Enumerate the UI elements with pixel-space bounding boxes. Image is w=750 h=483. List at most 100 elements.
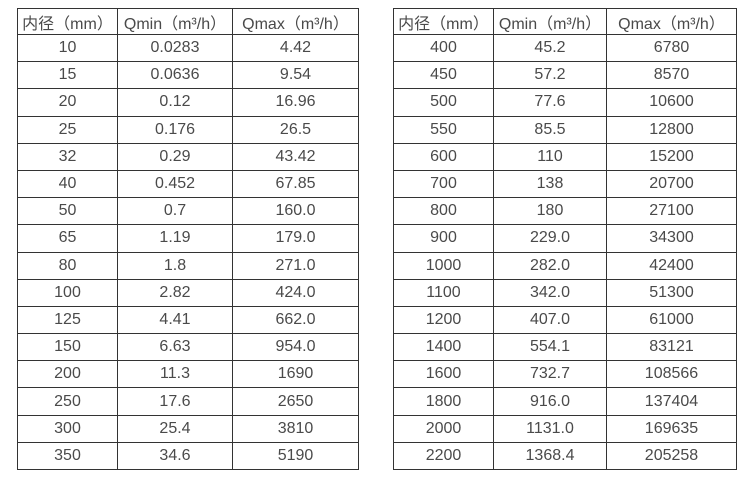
table-cell: 150 [17, 333, 118, 362]
table-cell: 1690 [232, 360, 359, 389]
table-cell: 0.176 [117, 115, 233, 144]
table-cell: 600 [393, 142, 494, 171]
table-cell: 1368.4 [493, 441, 607, 471]
table-cell: 1100 [393, 278, 494, 307]
table-cell: 100 [17, 278, 118, 307]
table-row: 40 0.452 67.85 [17, 169, 359, 199]
table-cell: 179.0 [232, 224, 359, 253]
table-row: 200 11.3 1690 [17, 360, 359, 389]
table-row: 100 2.82 424.0 [17, 278, 359, 307]
flow-range-tables-container: 内径（mm） Qmin（m³/h） Qmax（m³/h） 10 0.0283 4.42 1… [17, 8, 737, 471]
table-cell: 732.7 [493, 360, 607, 389]
table-cell: 400 [393, 33, 494, 63]
table-cell: 85.5 [493, 115, 607, 144]
table-cell: 15 [17, 61, 118, 90]
table-header-row: 内径（mm） Qmin（m³/h） Qmax（m³/h） [393, 8, 737, 35]
table-cell: 25 [17, 115, 118, 144]
table-cell: 83121 [606, 333, 737, 362]
table-row: 2200 1368.4 205258 [393, 441, 737, 471]
table-cell: 40 [17, 169, 118, 199]
table-cell: 16.96 [232, 88, 359, 117]
table-cell: 180 [493, 197, 607, 226]
table-cell: 45.2 [493, 33, 607, 63]
table-cell: 80 [17, 251, 118, 280]
table-cell: 10 [17, 33, 118, 63]
table-row: 150 6.63 954.0 [17, 333, 359, 362]
table-cell: 12800 [606, 115, 737, 144]
table-cell: 138 [493, 169, 607, 199]
table-row: 1200 407.0 61000 [393, 305, 737, 335]
table-cell: 5190 [232, 441, 359, 471]
table-cell: 61000 [606, 305, 737, 335]
table-cell: 42400 [606, 251, 737, 280]
table-row: 1000 282.0 42400 [393, 251, 737, 280]
table-row: 800 180 27100 [393, 197, 737, 226]
table-row: 20 0.12 16.96 [17, 88, 359, 117]
table-row: 900 229.0 34300 [393, 224, 737, 253]
table-cell: 1800 [393, 387, 494, 416]
table-cell: 0.0636 [117, 61, 233, 90]
table-cell: 110 [493, 142, 607, 171]
table-cell: 450 [393, 61, 494, 90]
table-cell: 700 [393, 169, 494, 199]
table-cell: 2650 [232, 387, 359, 416]
table-cell: 6.63 [117, 333, 233, 362]
table-cell: 4.41 [117, 305, 233, 335]
table-cell: 0.29 [117, 142, 233, 171]
table-cell: 1200 [393, 305, 494, 335]
table-row: 80 1.8 271.0 [17, 251, 359, 280]
table-cell: 282.0 [493, 251, 607, 280]
table-cell: 1.19 [117, 224, 233, 253]
column-header: Qmin（m³/h） [117, 8, 233, 35]
table-cell: 1000 [393, 251, 494, 280]
table-row: 25 0.176 26.5 [17, 115, 359, 144]
table-cell: 229.0 [493, 224, 607, 253]
table-cell: 954.0 [232, 333, 359, 362]
table-cell: 32 [17, 142, 118, 171]
table-cell: 2.82 [117, 278, 233, 307]
table-cell: 900 [393, 224, 494, 253]
table-cell: 1400 [393, 333, 494, 362]
table-cell: 34300 [606, 224, 737, 253]
column-header: Qmax（m³/h） [232, 8, 359, 35]
table-cell: 125 [17, 305, 118, 335]
table-cell: 17.6 [117, 387, 233, 416]
table-cell: 9.54 [232, 61, 359, 90]
table-row: 700 138 20700 [393, 169, 737, 199]
table-cell: 500 [393, 88, 494, 117]
table-row: 15 0.0636 9.54 [17, 61, 359, 90]
table-cell: 1131.0 [493, 414, 607, 443]
table-cell: 27100 [606, 197, 737, 226]
column-header: 内径（mm） [393, 8, 494, 35]
column-header: 内径（mm） [17, 8, 118, 35]
flow-range-table-small-diameters: 内径（mm） Qmin（m³/h） Qmax（m³/h） 10 0.0283 4.42 1… [17, 8, 359, 471]
table-row: 550 85.5 12800 [393, 115, 737, 144]
table-cell: 8570 [606, 61, 737, 90]
table-cell: 26.5 [232, 115, 359, 144]
table-cell: 108566 [606, 360, 737, 389]
table-row: 125 4.41 662.0 [17, 305, 359, 335]
table-cell: 0.0283 [117, 33, 233, 63]
column-header: Qmax（m³/h） [606, 8, 737, 35]
table-cell: 51300 [606, 278, 737, 307]
table-cell: 800 [393, 197, 494, 226]
table-cell: 67.85 [232, 169, 359, 199]
table-cell: 271.0 [232, 251, 359, 280]
table-cell: 916.0 [493, 387, 607, 416]
table-cell: 662.0 [232, 305, 359, 335]
table-row: 2000 1131.0 169635 [393, 414, 737, 443]
table-cell: 20 [17, 88, 118, 117]
table-row: 1100 342.0 51300 [393, 278, 737, 307]
table-cell: 0.7 [117, 197, 233, 226]
table-row: 65 1.19 179.0 [17, 224, 359, 253]
table-cell: 350 [17, 441, 118, 471]
table-row: 1400 554.1 83121 [393, 333, 737, 362]
table-cell: 0.452 [117, 169, 233, 199]
table-row: 600 110 15200 [393, 142, 737, 171]
table-row: 250 17.6 2650 [17, 387, 359, 416]
table-cell: 342.0 [493, 278, 607, 307]
table-header-row: 内径（mm） Qmin（m³/h） Qmax（m³/h） [17, 8, 359, 35]
table-row: 500 77.6 10600 [393, 88, 737, 117]
table-row: 10 0.0283 4.42 [17, 33, 359, 63]
column-header: Qmin（m³/h） [493, 8, 607, 35]
